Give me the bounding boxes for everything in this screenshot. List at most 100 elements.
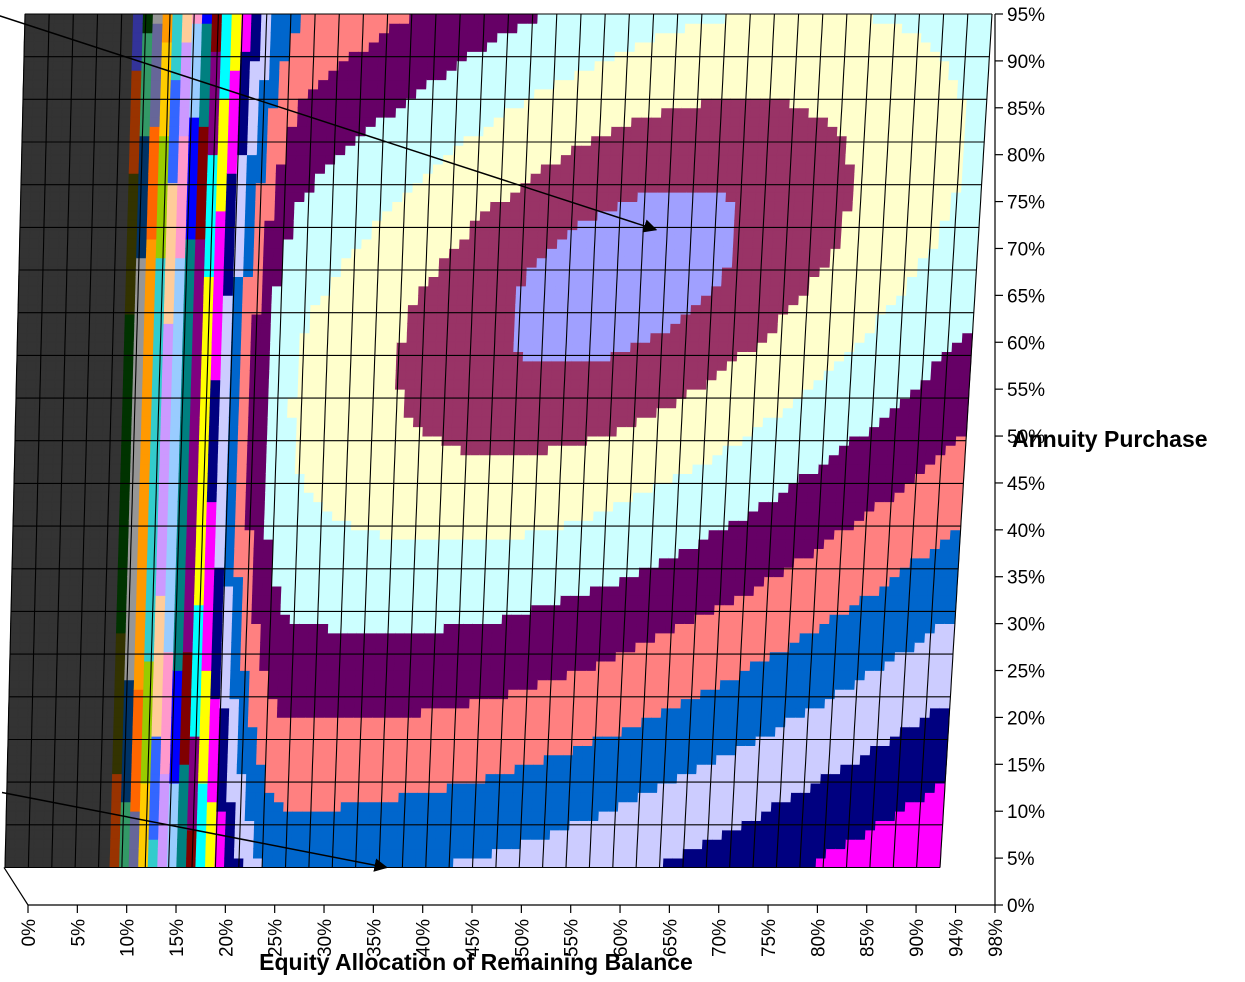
contour-cell xyxy=(124,332,135,343)
contour-cell xyxy=(277,388,289,399)
contour-cell xyxy=(522,351,534,362)
contour-cell xyxy=(337,360,349,371)
contour-cell xyxy=(350,520,362,531)
contour-cell xyxy=(223,576,235,587)
contour-cell xyxy=(330,801,342,812)
contour-cell xyxy=(349,548,361,559)
contour-cell xyxy=(17,313,29,324)
contour-cell xyxy=(230,341,242,353)
contour-cell xyxy=(84,726,96,737)
contour-cell xyxy=(347,604,359,615)
contour-cell xyxy=(220,670,232,681)
contour-cell xyxy=(488,473,500,484)
contour-cell xyxy=(65,341,77,353)
contour-cell xyxy=(223,276,235,287)
contour-cell xyxy=(339,838,350,850)
contour-cell xyxy=(224,229,236,240)
contour-cell xyxy=(479,670,491,681)
contour-cell xyxy=(288,369,300,381)
contour-cell xyxy=(500,416,512,428)
contour-cell xyxy=(100,107,112,118)
contour-cell xyxy=(250,32,262,43)
contour-cell xyxy=(172,341,184,353)
contour-cell xyxy=(361,482,373,493)
contour-cell xyxy=(198,135,210,146)
contour-cell xyxy=(373,444,385,456)
contour-cell xyxy=(142,360,154,371)
contour-cell xyxy=(309,332,321,343)
contour-cell xyxy=(167,163,179,174)
contour-cell xyxy=(167,501,179,512)
contour-cell xyxy=(308,351,320,362)
contour-cell xyxy=(39,613,50,624)
contour-cell xyxy=(208,426,220,437)
contour-cell xyxy=(125,266,137,278)
contour-cell xyxy=(340,529,352,540)
contour-cell xyxy=(505,69,517,81)
contour-cell xyxy=(210,379,222,390)
contour-cell xyxy=(228,407,240,418)
contour-cell xyxy=(161,726,172,737)
contour-cell xyxy=(399,501,411,512)
contour-cell xyxy=(33,829,45,840)
contour-cell xyxy=(452,388,464,399)
contour-cell xyxy=(32,88,44,99)
contour-cell xyxy=(66,294,78,306)
contour-cell xyxy=(317,88,329,99)
contour-cell xyxy=(239,379,251,390)
contour-cell xyxy=(172,351,184,362)
contour-cell xyxy=(153,323,165,334)
contour-cell xyxy=(152,679,164,690)
contour-cell xyxy=(123,341,135,353)
contour-cell xyxy=(487,707,499,718)
contour-cell xyxy=(150,745,162,756)
contour-cell xyxy=(495,79,507,90)
contour-cell xyxy=(261,595,273,606)
contour-cell xyxy=(21,538,33,549)
contour-cell xyxy=(134,313,146,324)
contour-cell xyxy=(530,604,542,615)
contour-cell xyxy=(430,463,442,475)
contour-cell xyxy=(497,473,509,484)
contour-cell xyxy=(78,201,90,212)
contour-cell xyxy=(197,801,208,812)
contour-cell xyxy=(254,801,266,812)
contour-cell xyxy=(331,792,343,803)
contour-cell xyxy=(36,735,47,746)
contour-cell xyxy=(199,735,210,746)
contour-cell xyxy=(48,238,60,249)
contour-cell xyxy=(456,782,467,793)
contour-cell xyxy=(337,632,349,643)
contour-cell xyxy=(533,538,545,549)
contour-cell xyxy=(151,379,163,390)
contour-cell xyxy=(416,576,428,587)
contour-cell xyxy=(474,810,485,821)
contour-cell xyxy=(398,548,410,559)
contour-cell xyxy=(21,557,33,568)
contour-cell xyxy=(282,257,294,268)
contour-cell xyxy=(334,172,346,184)
contour-cell xyxy=(467,726,479,737)
contour-cell xyxy=(161,717,173,728)
contour-cell xyxy=(426,332,438,343)
contour-cell xyxy=(356,642,367,653)
contour-cell xyxy=(217,754,229,765)
contour-cell xyxy=(122,22,134,34)
contour-cell xyxy=(338,41,351,52)
contour-cell xyxy=(359,22,371,34)
contour-cell xyxy=(318,613,330,624)
contour-cell xyxy=(144,623,156,634)
contour-cell xyxy=(8,670,20,681)
contour-cell xyxy=(87,613,99,624)
contour-cell xyxy=(25,360,37,371)
contour-cell xyxy=(420,229,432,240)
contour-cell xyxy=(162,332,174,343)
contour-cell xyxy=(235,210,247,221)
contour-cell xyxy=(487,501,499,512)
contour-cell xyxy=(6,754,18,765)
contour-cell xyxy=(406,323,418,334)
contour-cell xyxy=(338,604,350,615)
contour-cell xyxy=(227,154,239,165)
contour-cell xyxy=(292,238,304,249)
contour-cell xyxy=(148,172,160,184)
